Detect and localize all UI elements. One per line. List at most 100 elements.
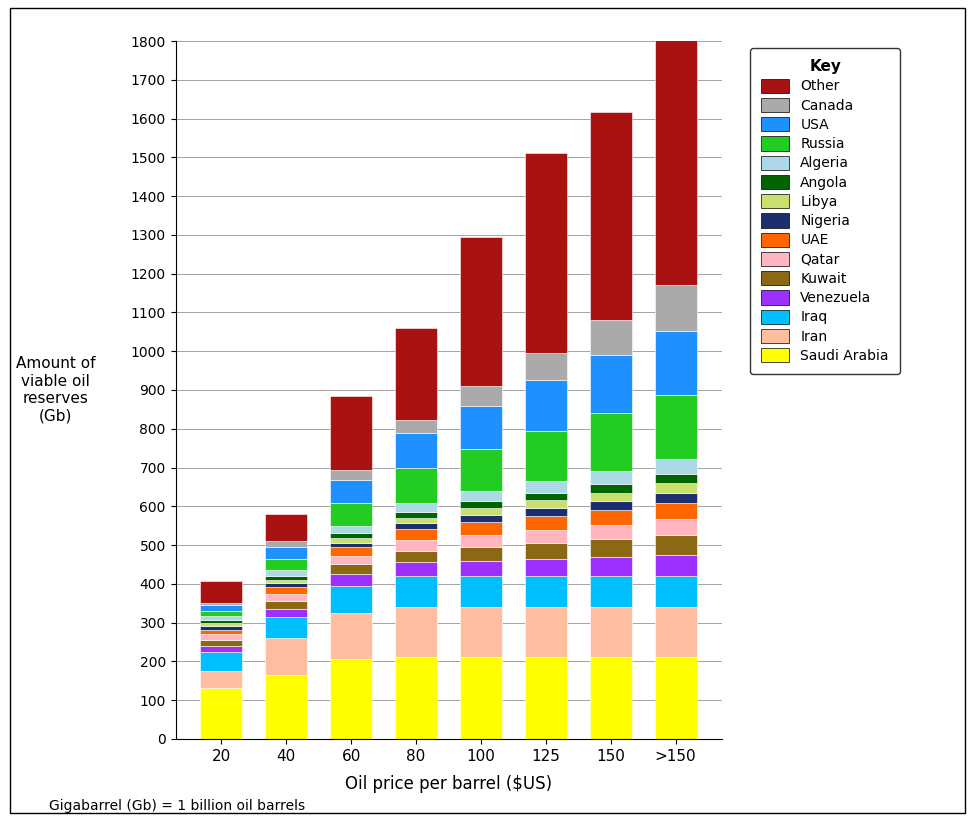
Bar bbox=[200, 623, 243, 626]
Bar bbox=[395, 328, 437, 420]
Bar bbox=[265, 617, 307, 638]
Bar bbox=[525, 508, 566, 516]
Bar bbox=[265, 609, 307, 617]
Bar bbox=[590, 557, 632, 576]
Bar bbox=[654, 24, 697, 285]
Bar bbox=[395, 468, 437, 503]
Bar bbox=[654, 484, 697, 493]
Bar bbox=[395, 540, 437, 551]
Bar bbox=[395, 523, 437, 530]
Bar bbox=[265, 584, 307, 587]
Bar bbox=[654, 502, 697, 519]
Bar bbox=[590, 413, 632, 471]
X-axis label: Oil price per barrel ($US): Oil price per barrel ($US) bbox=[345, 775, 552, 793]
Bar bbox=[654, 576, 697, 607]
Bar bbox=[460, 516, 502, 522]
Bar bbox=[460, 502, 502, 508]
Bar bbox=[525, 658, 566, 739]
Bar bbox=[590, 502, 632, 510]
Text: Gigabarrel (Gb) = 1 billion oil barrels: Gigabarrel (Gb) = 1 billion oil barrels bbox=[49, 799, 305, 813]
Bar bbox=[460, 237, 502, 387]
Bar bbox=[395, 511, 437, 517]
Bar bbox=[590, 355, 632, 413]
Bar bbox=[654, 331, 697, 395]
Bar bbox=[590, 112, 632, 320]
Bar bbox=[331, 503, 372, 526]
Bar bbox=[200, 634, 243, 640]
Bar bbox=[265, 558, 307, 571]
Bar bbox=[460, 508, 502, 516]
Bar bbox=[460, 561, 502, 576]
Bar bbox=[395, 503, 437, 511]
Bar bbox=[395, 607, 437, 658]
Bar bbox=[654, 555, 697, 576]
Bar bbox=[200, 603, 243, 605]
Bar bbox=[525, 154, 566, 353]
Bar bbox=[200, 626, 243, 630]
Bar bbox=[395, 562, 437, 576]
Bar bbox=[265, 576, 307, 580]
Bar bbox=[525, 353, 566, 380]
Bar bbox=[525, 576, 566, 607]
Bar bbox=[460, 491, 502, 502]
Bar bbox=[590, 658, 632, 739]
Bar bbox=[590, 525, 632, 539]
Bar bbox=[265, 541, 307, 547]
Bar bbox=[200, 621, 243, 623]
Bar bbox=[395, 517, 437, 523]
Bar bbox=[331, 396, 372, 470]
Bar bbox=[460, 658, 502, 739]
Bar bbox=[265, 587, 307, 594]
Bar bbox=[525, 380, 566, 431]
Bar bbox=[525, 431, 566, 481]
Bar bbox=[331, 585, 372, 613]
Bar bbox=[200, 630, 243, 634]
Bar bbox=[525, 481, 566, 493]
Bar bbox=[331, 574, 372, 585]
Bar bbox=[590, 471, 632, 484]
Bar bbox=[654, 607, 697, 658]
Bar bbox=[525, 558, 566, 576]
Bar bbox=[395, 576, 437, 607]
Bar bbox=[460, 534, 502, 547]
Bar bbox=[460, 387, 502, 406]
Bar bbox=[590, 493, 632, 502]
Bar bbox=[265, 547, 307, 558]
Bar bbox=[590, 484, 632, 493]
Bar bbox=[200, 605, 243, 611]
Bar bbox=[654, 658, 697, 739]
Y-axis label: Amount of
viable oil
reserves
(Gb): Amount of viable oil reserves (Gb) bbox=[16, 356, 96, 424]
Bar bbox=[525, 493, 566, 501]
Bar bbox=[200, 617, 243, 621]
Bar bbox=[200, 581, 243, 603]
Bar bbox=[460, 576, 502, 607]
Bar bbox=[331, 534, 372, 538]
Bar bbox=[331, 548, 372, 556]
Bar bbox=[395, 551, 437, 562]
Bar bbox=[654, 395, 697, 459]
Bar bbox=[590, 510, 632, 525]
Bar bbox=[265, 580, 307, 584]
Bar bbox=[265, 594, 307, 601]
Bar bbox=[590, 576, 632, 607]
Bar bbox=[331, 659, 372, 739]
Bar bbox=[654, 519, 697, 535]
Bar bbox=[590, 539, 632, 557]
Bar bbox=[525, 607, 566, 658]
Bar bbox=[654, 493, 697, 502]
Bar bbox=[460, 522, 502, 534]
Bar bbox=[331, 543, 372, 548]
Bar bbox=[460, 448, 502, 491]
Bar bbox=[460, 406, 502, 448]
Bar bbox=[200, 611, 243, 617]
Bar bbox=[331, 480, 372, 503]
Bar bbox=[525, 544, 566, 558]
Bar bbox=[265, 571, 307, 576]
Bar bbox=[200, 652, 243, 671]
Legend: Other, Canada, USA, Russia, Algeria, Angola, Libya, Nigeria, UAE, Qatar, Kuwait,: Other, Canada, USA, Russia, Algeria, Ang… bbox=[751, 48, 900, 374]
Bar bbox=[265, 675, 307, 739]
Bar bbox=[265, 638, 307, 675]
Bar bbox=[331, 565, 372, 574]
Bar bbox=[200, 646, 243, 652]
Bar bbox=[590, 607, 632, 658]
